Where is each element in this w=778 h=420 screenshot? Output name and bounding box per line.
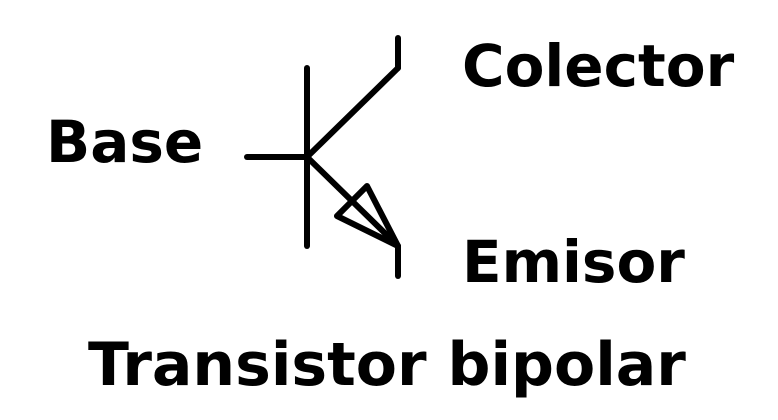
collector-branch xyxy=(304,65,401,160)
collector-label: Colector xyxy=(462,32,735,100)
emitter-arrow-icon xyxy=(334,183,401,249)
base-label: Base xyxy=(46,108,203,176)
emitter-label: Emisor xyxy=(462,228,685,296)
caption: Transistor bipolar xyxy=(88,330,686,400)
transistor-symbol xyxy=(244,35,401,279)
